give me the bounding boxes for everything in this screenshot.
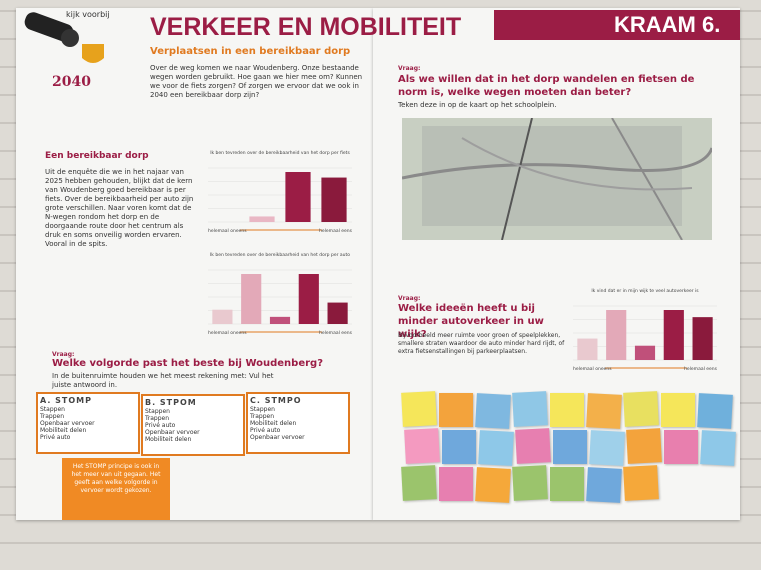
option-item: Privé auto xyxy=(250,427,346,434)
year: 2040 xyxy=(52,74,91,90)
sticky-note xyxy=(512,391,548,427)
axis-high-label: helemaal eens xyxy=(684,366,718,372)
chart-title: Ik ben tevreden over de bereikbaarheid v… xyxy=(210,252,350,258)
intro: Over de weg komen we naar Woudenberg. On… xyxy=(150,64,365,100)
q1: Als we willen dat in het dorp wandelen e… xyxy=(398,73,698,99)
option-item: Privé auto xyxy=(40,434,136,441)
option-item: Stappen xyxy=(40,406,136,413)
logo xyxy=(22,12,112,72)
option-item: Privé auto xyxy=(145,422,241,429)
bar xyxy=(212,310,232,324)
sticky-note xyxy=(623,391,659,427)
sticky-note xyxy=(586,467,622,503)
axis-high-label: helemaal eens xyxy=(319,330,353,336)
bar xyxy=(577,339,597,360)
q1-text: Teken deze in op de kaart op het schoolp… xyxy=(398,101,556,110)
option-item: Openbaar vervoer xyxy=(145,429,241,436)
option-item: Trappen xyxy=(40,413,136,420)
sticky-note xyxy=(475,393,511,429)
logo-text: kijk voorbij xyxy=(66,10,110,19)
chart: Ik ben tevreden over de bereikbaarheid v… xyxy=(200,146,360,240)
option-title: C. STMPO xyxy=(250,396,346,406)
bar xyxy=(285,172,310,222)
option-title: A. STOMP xyxy=(40,396,136,406)
q2-text: Bijvoorbeeld meer ruimte voor groen of s… xyxy=(398,332,568,356)
option-item: Mobiliteit delen xyxy=(40,427,136,434)
chart: Ik ben tevreden over de bereikbaarheid v… xyxy=(200,248,360,342)
sticky-note xyxy=(553,430,587,464)
note: Het STOMP principe is ook in het meer va… xyxy=(68,463,164,495)
question: Welke volgorde past het beste bij Wouden… xyxy=(52,358,323,370)
chart: Ik vind dat er in mijn wijk te veel auto… xyxy=(565,284,725,376)
sticky-note xyxy=(439,467,473,501)
axis-high-label: helemaal eens xyxy=(319,228,353,234)
option-item: Mobiliteit delen xyxy=(145,436,241,443)
page: kijk voorbij 2040 VERKEER EN MOBILITEIT … xyxy=(0,0,761,570)
chart-title: Ik ben tevreden over de bereikbaarheid v… xyxy=(210,150,350,156)
bar xyxy=(664,310,684,360)
option-item: Openbaar vervoer xyxy=(250,434,346,441)
sticky-note xyxy=(401,391,437,427)
sticky-note xyxy=(478,430,514,466)
bar xyxy=(606,310,626,360)
sticky-note xyxy=(664,430,698,464)
sticky-note xyxy=(623,465,659,501)
sticky-note xyxy=(700,430,736,466)
subtitle: Verplaatsen in een bereikbaar dorp xyxy=(150,46,350,58)
sticky-note xyxy=(550,467,584,501)
bar xyxy=(270,317,290,324)
q1-label: Vraag: xyxy=(398,64,420,73)
sticky-note xyxy=(626,428,662,464)
bar xyxy=(328,303,348,324)
option-item: Mobiliteit delen xyxy=(250,420,346,427)
sticky-note xyxy=(586,393,622,429)
axis-low-label: helemaal oneens xyxy=(208,330,247,336)
sticky-note xyxy=(439,393,473,427)
sticky-note xyxy=(401,465,437,501)
chart-title: Ik vind dat er in mijn wijk te veel auto… xyxy=(591,288,699,294)
sticky-note xyxy=(515,428,551,464)
title: VERKEER EN MOBILITEIT xyxy=(150,12,461,42)
axis-low-label: helemaal oneens xyxy=(573,366,612,372)
sticky-note xyxy=(550,393,584,427)
bar xyxy=(299,274,319,324)
sticky-note xyxy=(697,393,733,429)
question-text: In de buitenruimte houden we het meest r… xyxy=(52,372,282,390)
section-text: Uit de enquête die we in het najaar van … xyxy=(45,168,195,249)
map xyxy=(402,118,712,240)
axis-low-label: helemaal oneens xyxy=(208,228,247,234)
sticky-note xyxy=(442,430,476,464)
bar xyxy=(241,274,261,324)
option-item: Stappen xyxy=(250,406,346,413)
bar xyxy=(693,317,713,360)
bar xyxy=(321,178,346,222)
sticky-note xyxy=(512,465,548,501)
sticky-note xyxy=(661,393,695,427)
bar xyxy=(635,346,655,360)
option-item: Stappen xyxy=(145,408,241,415)
sticky-note xyxy=(404,428,440,464)
option-item: Openbaar vervoer xyxy=(40,420,136,427)
section-title: Een bereikbaar dorp xyxy=(45,152,149,161)
bar xyxy=(249,216,274,222)
option-item: Trappen xyxy=(145,415,241,422)
sticky-note xyxy=(589,430,625,466)
option-title: B. STPOM xyxy=(145,398,241,408)
option-item: Trappen xyxy=(250,413,346,420)
sticky-note xyxy=(475,467,511,503)
booth: KRAAM 6. xyxy=(614,12,720,38)
